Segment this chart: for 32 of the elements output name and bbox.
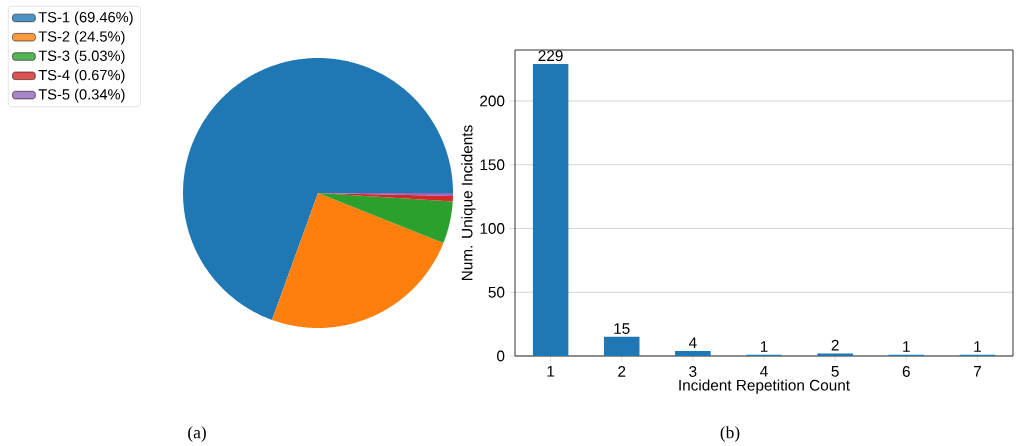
data-label: 1: [974, 341, 981, 352]
data-label: 2: [831, 339, 839, 351]
data-label: 15: [614, 323, 630, 334]
bar: [817, 353, 853, 356]
legend-label: TS-2 (24.5%): [38, 30, 125, 45]
legend-label: TS-4 (0.67%): [38, 69, 125, 84]
legend-label: TS-3 (5.03%): [38, 50, 125, 64]
legend-label: TS-1 (69.46%): [38, 11, 133, 26]
bar: [603, 336, 640, 356]
y-axis-title: Num. Unique Incidents: [461, 125, 476, 281]
y-tick-label: 50: [488, 286, 505, 298]
data-label: 1: [760, 341, 768, 352]
x-tick-label: 5: [831, 366, 839, 377]
x-axis-title: Incident Repetition Count: [679, 379, 850, 394]
y-tick-label: 200: [480, 95, 505, 107]
x-tick-label: 6: [902, 366, 910, 377]
x-tick-label: 4: [760, 366, 768, 377]
legend-label: TS-5 (0.34%): [38, 88, 125, 103]
data-label: 4: [688, 337, 697, 348]
x-tick-label: 2: [618, 366, 626, 377]
y-tick-label: 150: [480, 159, 505, 171]
y-tick-label: 100: [480, 223, 505, 234]
data-label: 1: [903, 341, 910, 352]
text: (b): [720, 426, 740, 442]
bar: [532, 64, 569, 356]
x-tick-label: 7: [973, 366, 981, 377]
bar: [675, 350, 711, 356]
x-tick-label: 3: [689, 366, 697, 377]
data-label: 229: [538, 50, 563, 62]
x-tick-label: 1: [547, 366, 555, 377]
y-tick-label: 0: [497, 350, 505, 362]
text: (a): [188, 426, 206, 442]
